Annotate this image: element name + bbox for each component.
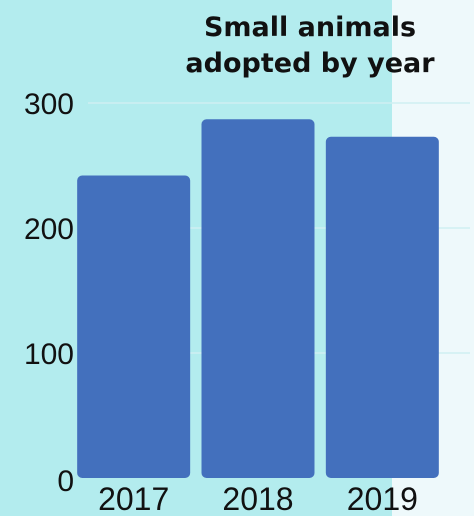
bar-2019	[325, 136, 439, 478]
x-axis-ticks: 2017 2018 2019	[98, 481, 418, 516]
bar-2018	[201, 119, 315, 478]
y-tick-label: 300	[24, 88, 74, 121]
y-axis-ticks: 0 100 200 300	[24, 88, 74, 498]
x-tick-label: 2017	[98, 481, 169, 516]
bar-2017	[77, 175, 191, 478]
chart-title: Small animals adopted by year	[150, 10, 470, 82]
y-tick-label: 200	[24, 213, 74, 246]
bars	[77, 119, 439, 478]
x-tick-label: 2019	[347, 481, 418, 516]
y-tick-label: 0	[57, 465, 74, 498]
chart-title-line-2: adopted by year	[185, 48, 435, 79]
x-tick-label: 2018	[222, 481, 293, 516]
y-tick-label: 100	[24, 338, 74, 371]
chart-title-line-1: Small animals	[203, 12, 417, 43]
